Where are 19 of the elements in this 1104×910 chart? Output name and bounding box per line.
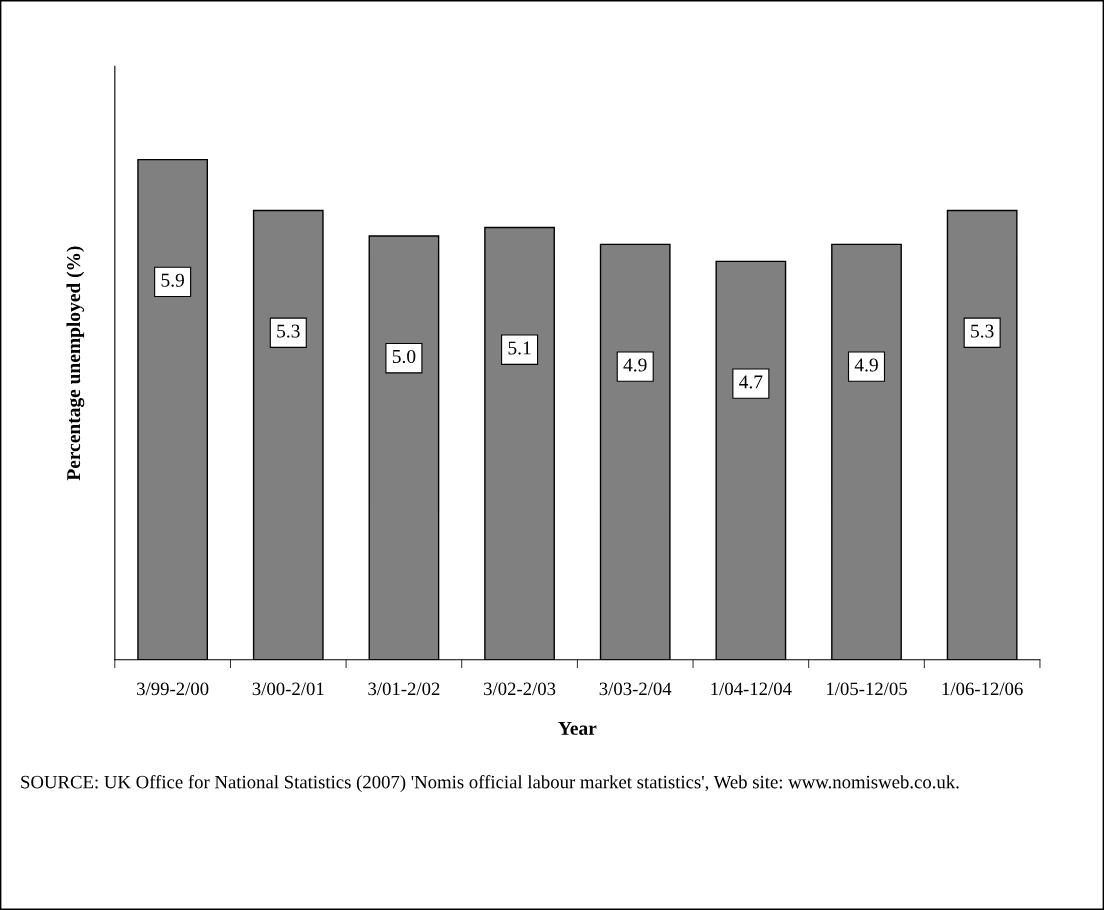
data-label: 4.9 (854, 358, 878, 372)
data-label: 4.9 (623, 358, 647, 372)
x-tick-label: 1/06-12/06 (942, 682, 1023, 696)
data-label: 4.7 (739, 375, 763, 389)
x-tick-label: 1/04-12/04 (711, 682, 792, 696)
x-tick-label: 3/99-2/00 (137, 682, 209, 696)
y-axis-title: Percentage unemployed (%) (66, 246, 85, 481)
data-label: 5.9 (161, 273, 184, 287)
x-tick-label: 3/00-2/01 (252, 682, 324, 696)
x-tick-label: 3/01-2/02 (368, 682, 440, 696)
x-axis-title: Year (558, 721, 597, 735)
x-tick-label: 3/02-2/03 (484, 682, 556, 696)
x-tick-label: 1/05-12/05 (827, 682, 907, 696)
x-tick-label: 3/03-2/04 (599, 682, 672, 696)
data-label: 5.3 (971, 324, 994, 338)
data-label: 5.3 (277, 324, 300, 338)
data-label: 5.0 (392, 349, 416, 364)
source-note: SOURCE: UK Office for National Statistics (2007) 'Nomis official labour market statistics', Web site: www.nomisweb.co.uk. (21, 775, 959, 793)
data-label: 5.1 (508, 341, 531, 355)
